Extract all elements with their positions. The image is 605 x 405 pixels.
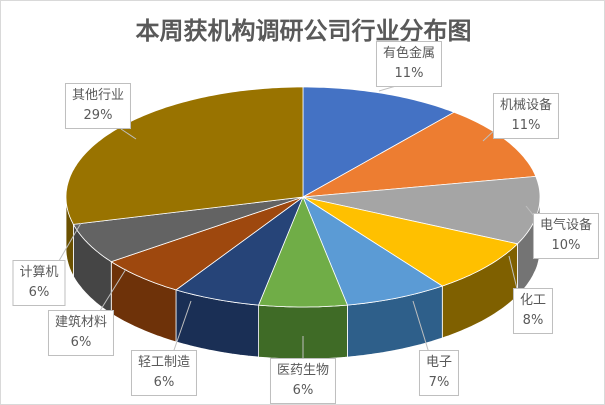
- data-label: 电子 7%: [418, 350, 460, 396]
- leader-line: [172, 300, 192, 354]
- chart-title: 本周获机构调研公司行业分布图: [135, 17, 472, 45]
- data-label-value: 11%: [394, 66, 424, 81]
- data-label: 电气设备 10%: [532, 213, 600, 259]
- pie-slice: [65, 86, 304, 226]
- data-label-category: 有色金属: [382, 46, 436, 61]
- data-label-value: 29%: [83, 108, 113, 123]
- data-label-category: 其他行业: [71, 88, 125, 103]
- leader-line: [97, 268, 127, 315]
- data-label-category: 机械设备: [499, 98, 553, 113]
- leader-line: [55, 222, 82, 267]
- pie-slice: [72, 196, 304, 263]
- data-label: 机械设备 11%: [492, 93, 560, 139]
- data-label-value: 11%: [511, 118, 541, 133]
- pie-slice: [302, 111, 537, 198]
- leader-line: [412, 300, 430, 354]
- data-label: 其他行业 29%: [64, 83, 132, 129]
- data-label-value: 6%: [28, 285, 50, 300]
- data-label: 轻工制造 6%: [130, 350, 198, 396]
- pie-slice: [302, 195, 443, 306]
- data-label-value: 8%: [522, 313, 544, 328]
- data-label-category: 建筑材料: [54, 315, 108, 330]
- data-label-value: 10%: [551, 238, 581, 253]
- leader-line: [120, 128, 137, 140]
- data-label-value: 6%: [153, 375, 175, 390]
- data-label-value: 6%: [70, 335, 92, 350]
- data-label-value: 6%: [292, 383, 314, 398]
- data-label: 化工 8%: [512, 288, 554, 334]
- pie-slice: [258, 195, 348, 308]
- data-label: 医药生物 6%: [269, 358, 337, 404]
- pie-slice: [302, 86, 456, 198]
- data-label-value: 7%: [428, 375, 450, 390]
- data-label-category: 电气设备: [539, 218, 593, 233]
- data-label-category: 化工: [519, 293, 547, 308]
- pie-slice: [302, 175, 541, 245]
- data-label-category: 计算机: [19, 265, 59, 280]
- pie-slice: [302, 196, 518, 287]
- data-label-category: 电子: [425, 355, 453, 370]
- pie-slice: [175, 195, 304, 306]
- data-label: 计算机 6%: [12, 260, 66, 306]
- pie-slice: [110, 196, 304, 291]
- data-label: 有色金属 11%: [375, 41, 443, 87]
- data-label: 建筑材料 6%: [47, 310, 115, 356]
- data-label-category: 医药生物: [276, 363, 330, 378]
- data-label-category: 轻工制造: [137, 355, 191, 370]
